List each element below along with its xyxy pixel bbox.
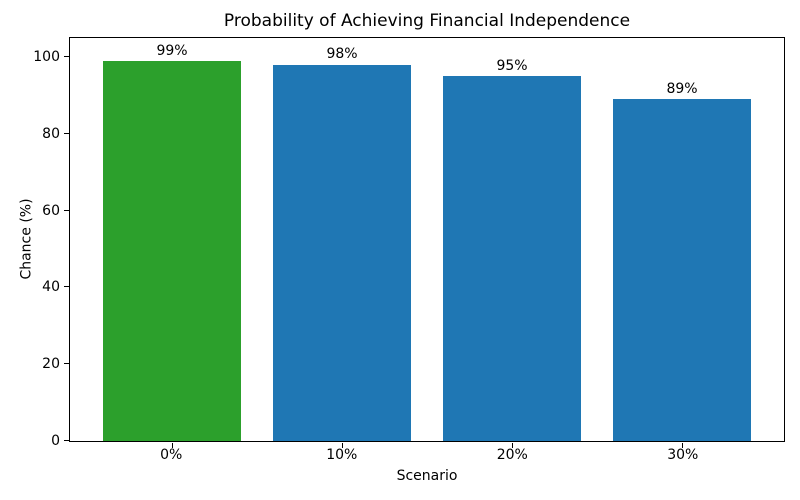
- bar: 99%: [102, 43, 242, 441]
- x-tick-mark: [681, 443, 683, 448]
- x-tick-label: 20%: [496, 447, 528, 463]
- x-tick-mark: [341, 443, 343, 448]
- bar-value-label: 89%: [666, 81, 698, 98]
- y-tick-label: 40: [42, 279, 60, 296]
- x-tick-mark: [511, 443, 513, 448]
- y-tick-mark: [64, 363, 69, 365]
- y-tick-label: 100: [33, 49, 60, 66]
- y-axis-label: Chance (%): [18, 198, 35, 280]
- y-tick-label: 60: [42, 202, 60, 219]
- bar: 95%: [442, 58, 582, 441]
- bar-value-label: 95%: [496, 58, 528, 74]
- bar: 98%: [272, 47, 412, 441]
- x-axis-tick-labels: 0% 10% 20% 30%: [69, 447, 785, 463]
- bar: 89%: [612, 81, 752, 441]
- y-tick-label: 20: [42, 356, 60, 373]
- y-tick-mark: [64, 209, 69, 211]
- bar-slot: 99%: [87, 38, 257, 448]
- bar-value-label: 99%: [156, 42, 188, 59]
- x-axis-label: Scenario: [396, 468, 458, 484]
- x-tick-mark: [171, 443, 173, 448]
- y-tick-label: 0: [51, 433, 60, 449]
- x-tick-label: 30%: [667, 447, 699, 463]
- y-tick-label: 80: [42, 125, 60, 142]
- plot-area: 99% 98% 95% 89% 0 20 40 60 80 100: [33, 37, 785, 448]
- bar-value-label: 98%: [326, 46, 358, 63]
- bar-slot: 95%: [427, 38, 597, 448]
- y-tick-mark: [64, 132, 69, 134]
- bar-slot: 89%: [597, 38, 767, 448]
- y-tick-mark: [64, 286, 69, 288]
- x-tick-label: 0%: [160, 447, 183, 463]
- y-tick-mark: [64, 440, 69, 441]
- bars-container: 99% 98% 95% 89%: [70, 38, 784, 448]
- chart-title: Probability of Achieving Financial Indep…: [223, 11, 631, 31]
- y-tick-mark: [64, 56, 69, 58]
- x-tick-label: 10%: [326, 447, 358, 463]
- bar-slot: 98%: [257, 38, 427, 448]
